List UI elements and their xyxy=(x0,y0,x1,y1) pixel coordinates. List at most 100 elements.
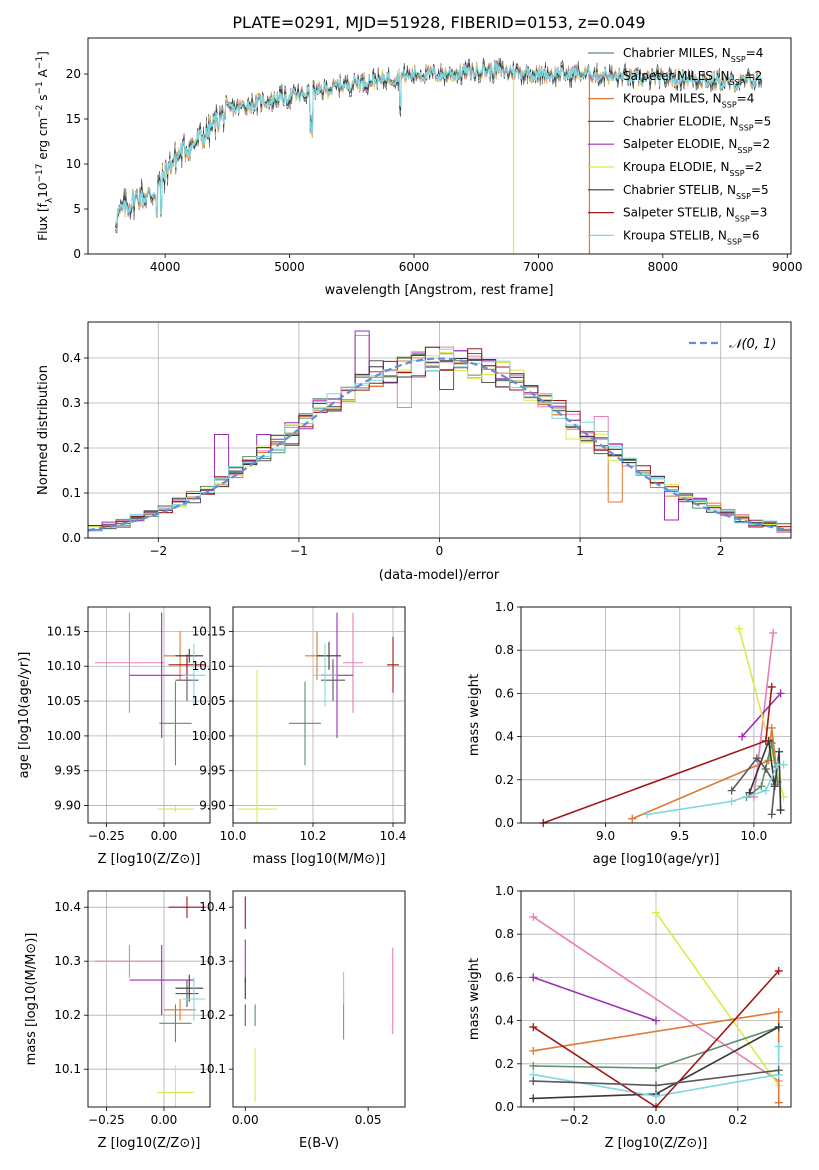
legend-label: Salpeter MILES, NSSP=2 xyxy=(623,69,762,87)
weight-line xyxy=(655,912,780,1086)
weight-marker xyxy=(761,786,770,795)
weight-marker xyxy=(770,782,779,791)
histogram-line xyxy=(88,353,791,527)
x-tick-label: 8000 xyxy=(648,260,679,274)
x-axis-label: Z [log10(Z/Z⊙)] xyxy=(98,852,201,867)
x-axis-label: age [log10(age/yr)] xyxy=(593,852,720,867)
weight_vs_Z-panel: −0.2 0.0 0.2 0.0 0.2 0.4 0.6 0.8 1.0 Z [log10(Z/Z… xyxy=(467,884,792,1151)
y-tick-label: 0 xyxy=(73,247,81,261)
y-tick-label: 10.00 xyxy=(192,729,226,743)
y-tick-label: 10.4 xyxy=(199,900,226,914)
y-tick-label: 9.90 xyxy=(54,799,81,813)
weight-marker xyxy=(774,1066,783,1075)
y-axis-label: Normed distribution xyxy=(36,365,51,495)
y-axis-label: Flux [fλ10−17 erg cm−2 s−1 A−1] xyxy=(35,51,55,241)
y-axis-label: mass weight xyxy=(467,674,482,756)
weight-marker xyxy=(652,1092,660,1101)
weight-marker xyxy=(652,1016,660,1025)
x-tick-label: 10.0 xyxy=(741,829,768,843)
x-tick-label: 0.2 xyxy=(728,1113,747,1127)
x-axis-label: Z [log10(Z/Z⊙)] xyxy=(605,1136,708,1151)
y-tick-label: 10.4 xyxy=(54,900,81,914)
x-tick-label: 1 xyxy=(576,544,584,558)
weight-marker xyxy=(529,1094,538,1103)
weight-line xyxy=(646,763,784,816)
age_vs_Z-panel: −0.25 0.00 9.90 9.95 10.00 10.05 10.10 10.15 Z [… xyxy=(17,606,211,867)
weight-marker xyxy=(652,1081,660,1090)
x-tick-label: −0.2 xyxy=(560,1113,589,1127)
y-tick-label: 20 xyxy=(66,67,81,81)
y-tick-label: 0.0 xyxy=(62,531,81,545)
errorbars xyxy=(94,612,206,812)
weight-marker xyxy=(774,1007,783,1016)
spectrum-line xyxy=(115,60,763,225)
x-tick-label: −0.25 xyxy=(88,1113,125,1127)
weight-marker xyxy=(727,797,736,806)
weight-marker xyxy=(767,682,776,691)
gaussian-curve xyxy=(88,357,791,532)
legend-label: Chabrier MILES, NSSP=4 xyxy=(623,46,763,64)
weight-marker xyxy=(767,723,776,732)
y-tick-label: 10.10 xyxy=(192,659,226,673)
mass_vs_Z-panel: −0.25 0.00 10.1 10.2 10.3 10.4 Z [log10(Z/Z⊙)]… xyxy=(24,890,211,1151)
y-tick-label: 0.0 xyxy=(495,1100,514,1114)
y-tick-label: 15 xyxy=(66,112,81,126)
weight-marker xyxy=(752,754,761,763)
y-tick-label: 0.2 xyxy=(495,1057,514,1071)
y-tick-label: 0.8 xyxy=(495,643,514,657)
weight-line xyxy=(753,632,774,798)
x-tick-label: 0.05 xyxy=(355,1113,382,1127)
y-tick-label: 0.2 xyxy=(495,773,514,787)
y-axis-label: age [log10(age/yr)] xyxy=(17,652,32,779)
x-tick-label: 5000 xyxy=(274,260,305,274)
y-tick-label: 10 xyxy=(66,157,81,171)
mass_vs_ebv-panel: 0.00 0.05 10.1 10.2 10.3 10.4 E(B-V) xyxy=(199,890,406,1151)
x-tick-label: 0.00 xyxy=(151,829,178,843)
x-tick-label: 6000 xyxy=(399,260,430,274)
axes-frame xyxy=(232,890,406,1108)
y-tick-label: 9.95 xyxy=(199,764,226,778)
weight-marker xyxy=(774,966,783,975)
weight-marker xyxy=(738,732,747,741)
weight-marker xyxy=(774,1023,783,1032)
y-tick-label: 10.2 xyxy=(54,1008,81,1022)
x-axis-label: E(B-V) xyxy=(299,1136,339,1151)
x-axis-label: mass [log10(M/M⊙)] xyxy=(253,852,386,867)
x-tick-label: 4000 xyxy=(150,260,181,274)
y-tick-label: 0.6 xyxy=(495,970,514,984)
x-tick-label: 0.0 xyxy=(646,1113,665,1127)
weight-line xyxy=(533,1046,780,1098)
y-axis-label: mass [log10(M/M⊙)] xyxy=(24,933,39,1066)
weight-marker xyxy=(529,973,538,982)
weight-marker xyxy=(761,736,770,745)
weight-line xyxy=(533,976,657,1022)
legend-label: Kroupa STELIB, NSSP=6 xyxy=(623,228,760,246)
weight-marker xyxy=(628,814,637,823)
legend-label: Chabrier ELODIE, NSSP=5 xyxy=(623,114,771,131)
x-tick-label: −2 xyxy=(149,544,167,558)
legend-label: Chabrier STELIB, NSSP=5 xyxy=(623,183,769,201)
weight-line xyxy=(543,686,773,824)
axes-frame xyxy=(520,606,792,824)
x-tick-label: 0 xyxy=(436,544,444,558)
x-tick-label: 9.0 xyxy=(596,829,615,843)
y-tick-label: 10.3 xyxy=(54,954,81,968)
axes-frame xyxy=(520,890,792,1108)
y-axis-label: mass weight xyxy=(467,958,482,1040)
y-tick-label: 0.6 xyxy=(495,686,514,700)
x-tick-label: 10.2 xyxy=(300,829,327,843)
weight-marker xyxy=(779,760,788,769)
weight-marker xyxy=(652,908,660,917)
x-axis-label: (data-model)/error xyxy=(379,568,500,583)
weight-marker xyxy=(757,782,766,791)
axes-frame xyxy=(232,606,406,824)
weight-marker xyxy=(775,747,784,756)
weight-marker xyxy=(529,1077,538,1086)
x-axis-label: wavelength [Angstrom, rest frame] xyxy=(325,283,554,298)
axes-frame xyxy=(87,890,211,1108)
x-tick-label: 0.00 xyxy=(151,1113,178,1127)
weight-marker xyxy=(643,810,652,819)
y-tick-label: 10.05 xyxy=(192,694,226,708)
y-tick-label: 10.05 xyxy=(47,694,81,708)
